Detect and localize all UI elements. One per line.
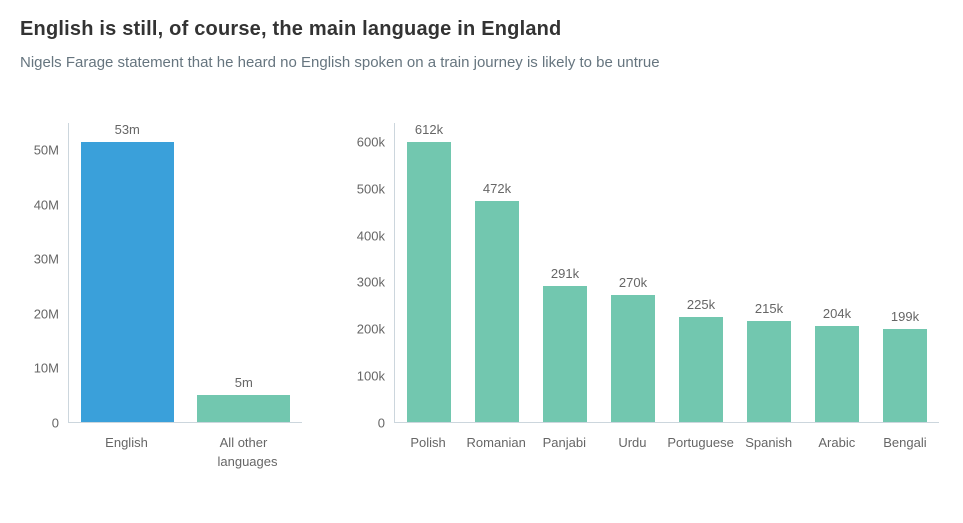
y-axis-tick-label: 0 xyxy=(377,415,385,431)
bar-value-label-arabic: 204k xyxy=(822,306,852,322)
bar-all-other-languages[interactable] xyxy=(197,394,291,422)
y-axis-tick-label: 40M xyxy=(33,197,59,213)
y-axis-tick-label: 0 xyxy=(51,415,59,431)
y-axis-tick-label: 100k xyxy=(356,368,385,384)
bar-panjabi[interactable] xyxy=(542,285,588,422)
charts-row: 0 10M 20M 30M 40M 50M 53m 5m English All other … xyxy=(20,122,939,472)
bar-slot-spanish: 215k xyxy=(735,122,803,422)
bar-slot-romanian: 472k xyxy=(463,122,531,422)
x-axis-label-arabic: Arabic xyxy=(818,435,856,450)
y-axis-tick-label: 200k xyxy=(356,321,385,337)
bar-value-label-spanish: 215k xyxy=(754,301,784,317)
bar-value-label-urdu: 270k xyxy=(618,275,648,291)
x-axis-label-polish: Polish xyxy=(410,435,446,450)
bar-slot-panjabi: 291k xyxy=(531,122,599,422)
y-axis-left: 0 10M 20M 30M 40M 50M xyxy=(20,123,68,431)
x-axis-label-panjabi: Panjabi xyxy=(542,435,586,450)
x-axis-label-all-other-languages: All other languages xyxy=(217,435,278,469)
bar-value-label-bengali: 199k xyxy=(890,308,920,324)
x-axis-label-spanish: Spanish xyxy=(745,435,793,450)
y-axis-tick-label: 500k xyxy=(356,181,385,197)
bar-slot-bengali: 199k xyxy=(871,122,939,422)
bar-value-label-portuguese: 225k xyxy=(686,296,716,312)
y-axis-right: 0 100k 200k 300k 400k 500k 600k xyxy=(346,123,394,430)
x-axis-left: English All other languages xyxy=(68,434,302,472)
bar-slot-portuguese: 225k xyxy=(667,122,735,422)
bar-value-label-romanian: 472k xyxy=(482,180,512,196)
x-axis-label-portuguese: Portuguese xyxy=(667,435,734,450)
y-axis-tick-label: 600k xyxy=(356,134,385,150)
x-axis-label-romanian: Romanian xyxy=(466,435,526,450)
y-axis-tick-label: 400k xyxy=(356,228,385,243)
page: English is still, of course, the main la… xyxy=(20,18,939,472)
plot-wrap-left: 53m 5m English All other languages xyxy=(68,122,303,472)
y-axis-tick-label: 30M xyxy=(33,251,59,267)
bar-portuguese[interactable] xyxy=(678,316,724,422)
bar-slot-arabic: 204k xyxy=(803,122,871,422)
total-speakers-chart: 0 10M 20M 30M 40M 50M 53m 5m English All other … xyxy=(20,122,303,472)
bar-slot-all-other-languages: 5m xyxy=(186,122,303,422)
bar-urdu[interactable] xyxy=(610,295,656,422)
bar-bengali[interactable] xyxy=(882,328,928,422)
bar-spanish[interactable] xyxy=(746,321,792,422)
bar-polish[interactable] xyxy=(406,142,452,422)
plot-area-left: 53m 5m xyxy=(68,122,303,423)
bar-value-label-polish: 612k xyxy=(414,122,444,137)
y-axis-tick-label: 300k xyxy=(356,274,385,290)
x-axis-right: Polish Romanian Panjabi Urdu Portuguese Spani… xyxy=(394,434,939,453)
bar-value-label-all-other-languages: 5m xyxy=(234,374,253,390)
x-axis-label-english: English xyxy=(105,435,148,450)
bar-romanian[interactable] xyxy=(474,200,520,422)
bar-english[interactable] xyxy=(80,142,174,422)
bar-slot-english: 53m xyxy=(69,122,186,422)
other-languages-chart: 0 100k 200k 300k 400k 500k 600k 612k 472k 291k 27… xyxy=(346,122,939,453)
x-axis-label-urdu: Urdu xyxy=(618,435,647,450)
bar-arabic[interactable] xyxy=(814,326,860,422)
bar-value-label-panjabi: 291k xyxy=(550,265,580,281)
plot-wrap-right: 612k 472k 291k 270k 225k 215k 204k 199k Polish R… xyxy=(394,122,939,453)
bar-slot-urdu: 270k xyxy=(599,122,667,422)
x-axis-label-bengali: Bengali xyxy=(883,435,927,450)
bar-value-label-english: 53m xyxy=(114,122,140,137)
plot-area-right: 612k 472k 291k 270k 225k 215k 204k 199k xyxy=(394,122,939,423)
y-axis-tick-label: 20M xyxy=(33,306,59,322)
chart-title: English is still, of course, the main la… xyxy=(20,18,562,40)
chart-subtitle: Nigels Farage statement that he heard no… xyxy=(20,54,660,71)
y-axis-tick-label: 10M xyxy=(33,360,59,376)
bar-slot-polish: 612k xyxy=(395,122,463,422)
y-axis-tick-label: 50M xyxy=(33,142,59,158)
